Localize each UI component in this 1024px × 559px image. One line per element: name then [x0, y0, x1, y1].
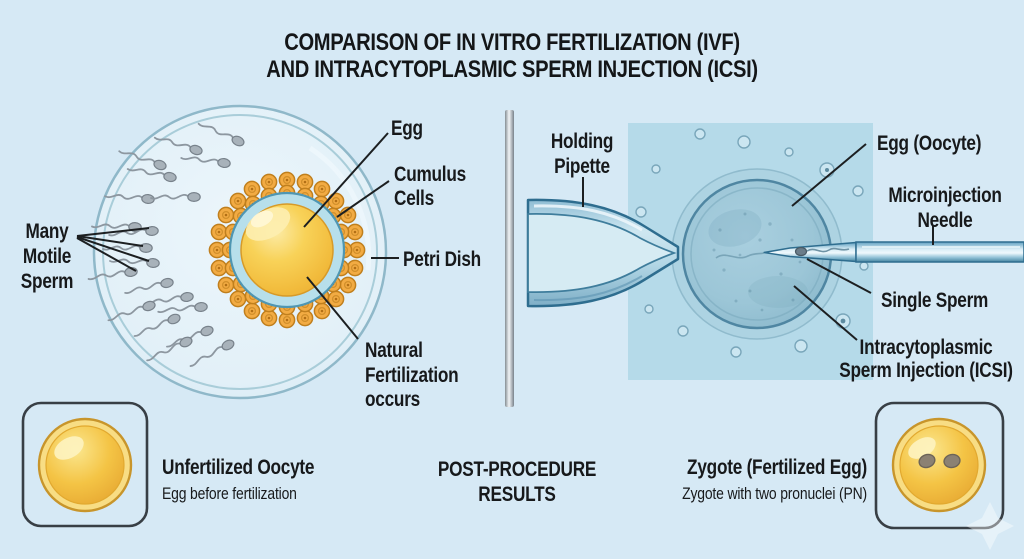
pronucleus-2: [943, 453, 961, 469]
unfertilized-oocyte-icon: [37, 417, 133, 513]
page-title: COMPARISON OF IN VITRO FERTILIZATION (IV…: [82, 29, 942, 83]
label-egg: Egg: [391, 117, 423, 140]
divider-bar: [505, 110, 514, 407]
zygote-subtitle: Zygote with two pronuclei (PN): [682, 484, 867, 503]
leader-lines: [76, 132, 934, 341]
zygote-title: Zygote (Fertilized Egg): [687, 456, 867, 479]
pronucleus-1: [918, 453, 936, 469]
label-holding-pipette: Holding Pipette: [550, 130, 614, 178]
single-sperm-cell: [794, 246, 808, 257]
label-many-motile-sperm: Many Motile Sperm: [20, 220, 74, 293]
zygote-icon: [891, 417, 987, 513]
post-procedure-heading: POST-PROCEDURE RESULTS: [437, 458, 597, 506]
unfertilized-oocyte-subtitle: Egg before fertilization: [162, 484, 297, 503]
result-box-unfertilized: [21, 401, 149, 528]
label-natural-fertilization: Natural Fertilization occurs: [365, 339, 459, 411]
label-egg-oocyte: Egg (Oocyte): [877, 132, 982, 155]
sparkle-watermark: [966, 502, 1014, 550]
label-cumulus-cells: Cumulus Cells: [394, 163, 466, 210]
egg-with-cumulus: [208, 171, 366, 329]
label-petri-dish: Petri Dish: [403, 248, 481, 271]
label-single-sperm: Single Sperm: [881, 289, 989, 312]
unfertilized-oocyte-title: Unfertilized Oocyte: [162, 456, 315, 479]
microinjection-needle-illustration: [715, 241, 1024, 263]
label-icsi: Intracytoplasmic Sperm Injection (ICSI): [839, 336, 1013, 382]
title-line-1: COMPARISON OF IN VITRO FERTILIZATION (IV…: [284, 29, 740, 56]
sperm-track: [715, 252, 765, 259]
result-box-zygote: [874, 401, 1005, 530]
holding-pipette-illustration: [526, 198, 680, 308]
label-microinjection-needle: Microinjection Needle: [888, 184, 1002, 232]
title-line-2: AND INTRACYTOPLASMIC SPERM INJECTION (IC…: [266, 56, 758, 83]
